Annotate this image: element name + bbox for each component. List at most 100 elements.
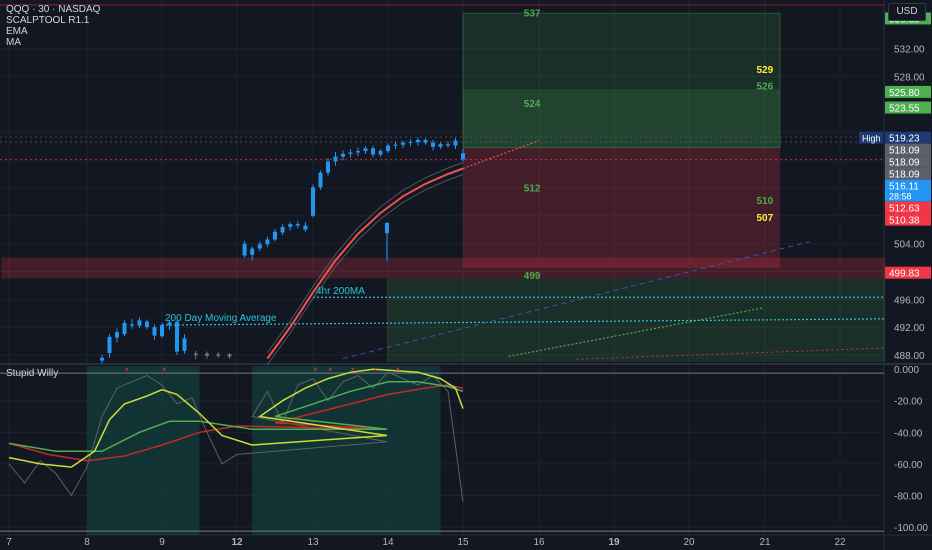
level-label-529: 529 [757,65,774,76]
candle-body[interactable] [115,332,119,338]
price-tag-label[interactable]: 525.80 [889,88,920,99]
candle-body[interactable] [193,353,198,356]
candle-body[interactable] [363,148,368,152]
price-tag-bg[interactable] [885,213,931,226]
price-tag-label[interactable]: 499.83 [889,269,920,280]
candle-body[interactable] [216,354,221,356]
price-tag-label[interactable]: 518.09 [889,158,920,169]
price-tag-bg[interactable] [885,179,931,202]
osc-marker: × [396,365,401,374]
candle-body[interactable] [175,321,179,352]
candle-body[interactable] [318,172,323,188]
osc-marker: × [351,365,356,374]
candle-body[interactable] [152,327,157,336]
candlestick-series[interactable] [100,137,465,364]
price-tag-bg[interactable] [885,201,931,214]
price-tag-bg[interactable] [885,155,931,168]
x-tick-label: 8 [84,537,90,548]
candle-body[interactable] [122,323,127,335]
zone-target-0 [463,13,780,148]
candle-body[interactable] [160,325,164,337]
candle-body[interactable] [423,139,428,143]
candle-body[interactable] [341,153,345,157]
indicator-ema[interactable]: EMA [6,26,28,37]
candle-body[interactable] [431,142,435,147]
candle-body[interactable] [453,140,458,146]
candle-body[interactable] [378,151,383,155]
candle-body[interactable] [438,144,443,147]
osc-y-tick-label: -80.00 [894,492,923,503]
candle-body[interactable] [273,231,277,240]
y-tick-label: 528.00 [894,73,925,84]
trendline-green [508,307,765,358]
candle-body[interactable] [167,322,172,326]
candle-body[interactable] [265,239,270,245]
symbol-line[interactable]: QQQ · 30 · NASDAQ [6,4,101,15]
candle-body[interactable] [401,142,405,145]
level-label-507: 507 [757,213,774,224]
candle-body[interactable] [107,336,112,353]
candle-body[interactable] [446,144,450,146]
price-tag-label[interactable]: 510.38 [889,216,920,227]
candle-body[interactable] [303,225,308,230]
candle-body[interactable] [408,142,413,144]
candle-body[interactable] [250,248,255,255]
candle-body[interactable] [371,148,375,155]
ma-annotation: 200 Day Moving Average [165,313,277,324]
ema-line [266,167,464,360]
candle-body[interactable] [385,222,389,234]
price-tag-label[interactable]: 519.23 [889,134,920,145]
candle-body[interactable] [280,226,285,233]
y-tick-label: 496.00 [894,295,925,306]
x-tick-label: 15 [457,537,469,548]
price-tag-bg[interactable] [885,131,931,144]
candle-body[interactable] [288,224,293,227]
candle-body[interactable] [295,224,300,226]
candle-body[interactable] [326,161,330,173]
candle-body[interactable] [461,153,465,160]
candle-body[interactable] [333,156,338,162]
candle-body[interactable] [242,243,247,256]
price-tag-bg[interactable] [885,85,931,98]
price-tag-bg[interactable] [885,266,931,279]
price-tag-caption-bg [859,131,883,144]
price-tag-bg[interactable] [885,143,931,156]
zone-border [462,12,781,149]
osc-marker: × [125,365,130,374]
price-tag-label[interactable]: 518.09 [889,146,920,157]
candle-body[interactable] [205,353,209,356]
price-tag-label[interactable]: 512.63 [889,204,920,215]
price-tag-bg[interactable] [885,167,931,180]
candle-body[interactable] [227,354,232,357]
candle-body[interactable] [257,244,262,249]
currency-button[interactable]: USD [888,3,926,21]
candle-body[interactable] [137,320,142,326]
price-tag-bg[interactable] [885,101,931,114]
candle-body[interactable] [356,151,360,153]
candle-body[interactable] [416,139,420,143]
candle-body[interactable] [145,321,149,328]
candle-body[interactable] [130,324,134,326]
candle-body[interactable] [348,152,353,154]
candle-body[interactable] [311,187,315,216]
price-tag-label[interactable]: 516.11 [889,182,919,193]
x-tick-label: 13 [307,537,319,548]
candle-body[interactable] [393,144,398,146]
oscillator-pane[interactable]: × × × × × × × [0,365,884,535]
price-tag-label[interactable]: 523.55 [889,104,920,115]
level-label-537: 537 [524,9,541,20]
oscillator-title[interactable]: Stupid Willy [6,368,59,379]
x-tick-label: 14 [382,537,394,548]
candle-body[interactable] [386,145,390,152]
osc-line-raw [8,371,464,502]
candle-body[interactable] [100,357,104,361]
chart-legend[interactable]: QQQ · 30 · NASDAQ SCALPTOOL R1.1 EMA MA [6,4,100,48]
x-tick-label: 7 [6,537,12,548]
candle-body[interactable] [182,338,187,351]
osc-line-fast [8,368,464,468]
price-tag-label[interactable]: 518.09 [889,170,920,181]
indicator-ma[interactable]: MA [6,37,21,48]
x-tick-label: 19 [608,537,620,548]
indicator-scalptool[interactable]: SCALPTOOL R1.1 [6,15,90,26]
